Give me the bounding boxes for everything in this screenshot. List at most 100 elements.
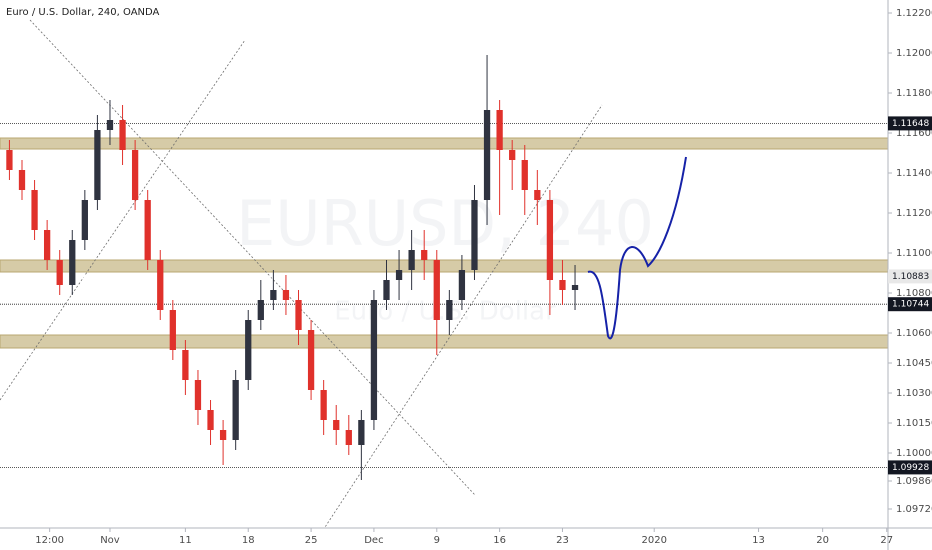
candle-body xyxy=(6,150,13,170)
y-tick-label: 1.10300 xyxy=(896,388,932,399)
candle-body xyxy=(446,300,453,320)
candle-body xyxy=(69,240,76,285)
x-tick-label: 16 xyxy=(493,535,506,546)
candle-body xyxy=(270,290,277,300)
price-tag-label: 1.09928 xyxy=(892,463,929,473)
watermark-subtitle: Euro / U.S. Dollar xyxy=(334,297,556,327)
candle-body xyxy=(257,300,264,320)
y-tick-label: 1.11800 xyxy=(896,88,932,99)
price-tag xyxy=(888,116,932,131)
x-tick-label: 13 xyxy=(752,535,765,546)
x-tick-label: 20 xyxy=(816,535,829,546)
candle-body xyxy=(408,250,415,270)
x-tick-label: 12:00 xyxy=(35,535,64,546)
candle-body xyxy=(496,110,503,150)
candle-body xyxy=(509,150,516,160)
candle-body xyxy=(182,350,189,380)
candle-body xyxy=(144,200,151,260)
candle-body xyxy=(370,300,378,420)
trend-line xyxy=(29,19,476,496)
candle-body xyxy=(31,190,38,230)
candle-body xyxy=(433,260,440,320)
y-tick-label: 1.10000 xyxy=(896,448,932,459)
trend-lines xyxy=(0,19,603,550)
candle-body xyxy=(383,280,390,300)
y-tick-label: 1.11200 xyxy=(896,208,932,219)
candle-body xyxy=(131,150,139,200)
x-tick-label: Dec xyxy=(364,535,383,546)
x-tick-label: 9 xyxy=(434,535,440,546)
candle-body xyxy=(157,260,164,310)
candle-body xyxy=(333,420,340,430)
price-tag xyxy=(888,269,932,284)
trend-line xyxy=(0,39,246,401)
candle-body xyxy=(295,300,302,330)
candle-body xyxy=(358,420,365,445)
y-tick-label: 1.10450 xyxy=(896,358,932,369)
candle-body xyxy=(483,110,491,200)
x-tick-label: 25 xyxy=(305,535,318,546)
x-tick-label: 11 xyxy=(179,535,192,546)
axes: 1.12200 1.12000 1.11800 1.11600 1.11400 1.112… xyxy=(35,8,932,546)
trend-line xyxy=(309,104,603,550)
price-tag xyxy=(888,460,932,475)
candle-body xyxy=(307,330,315,390)
zones xyxy=(0,137,889,349)
candle-body xyxy=(194,380,202,410)
candle-body xyxy=(81,200,88,240)
candle-body xyxy=(282,290,290,300)
candle-body xyxy=(43,230,51,260)
y-tick-label: 1.10600 xyxy=(896,328,932,339)
price-tag-label: 1.10744 xyxy=(892,300,929,310)
candle-body xyxy=(421,250,428,260)
x-tick-label: 23 xyxy=(556,535,569,546)
candle-body xyxy=(458,270,466,300)
y-tick-label: 1.11000 xyxy=(896,248,932,259)
support-zone xyxy=(0,137,889,150)
candle-body xyxy=(320,390,327,420)
candle-body xyxy=(18,170,26,190)
candle-body xyxy=(119,120,126,150)
candle-body xyxy=(207,410,214,430)
y-tick-label: 1.11600 xyxy=(896,128,932,139)
candle-body xyxy=(219,430,227,440)
price-tag-label: 1.11648 xyxy=(892,119,929,129)
candle-body xyxy=(56,260,63,285)
candle-body xyxy=(471,200,478,270)
y-tick-label: 1.09860 xyxy=(896,476,932,487)
candle-body xyxy=(395,270,403,280)
candle-body xyxy=(546,200,554,280)
y-tick-label: 1.09720 xyxy=(896,504,932,515)
candles xyxy=(6,55,579,480)
projection-path xyxy=(587,156,687,340)
price-tag-label: 1.10883 xyxy=(892,272,929,282)
chart-title: Euro / U.S. Dollar, 240, OANDA xyxy=(6,7,160,18)
candle-body xyxy=(94,130,101,200)
levels xyxy=(0,123,888,468)
candle-body xyxy=(169,310,176,350)
candle-body xyxy=(232,380,239,440)
x-tick-label: 27 xyxy=(880,535,893,546)
candle-body xyxy=(571,285,579,290)
y-tick-label: 1.10800 xyxy=(896,288,932,299)
x-tick-label: Nov xyxy=(100,535,120,546)
price-tag xyxy=(888,297,932,312)
x-tick-label: 2020 xyxy=(641,535,666,546)
candle-body xyxy=(521,160,528,190)
support-zone xyxy=(0,259,889,273)
candle-body xyxy=(106,120,114,130)
candle-body xyxy=(245,320,252,380)
y-tick-label: 1.12000 xyxy=(896,48,932,59)
candle-body xyxy=(345,430,352,445)
candle-body xyxy=(534,190,541,200)
x-tick-label: 18 xyxy=(242,535,255,546)
time-axis xyxy=(0,528,888,550)
y-tick-label: 1.10150 xyxy=(896,418,932,429)
y-tick-label: 1.12200 xyxy=(896,8,932,19)
watermark: EURUSD, 240 xyxy=(236,187,654,260)
candle-body xyxy=(559,280,566,290)
y-tick-label: 1.11400 xyxy=(896,168,932,179)
